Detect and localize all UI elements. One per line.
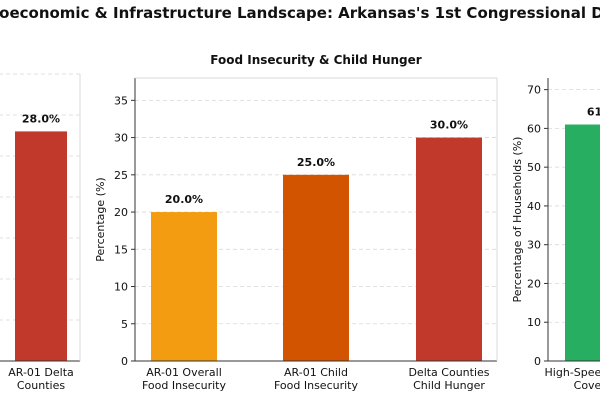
- bar: [283, 174, 349, 361]
- y-tick-label: 10: [114, 281, 128, 294]
- y-tick-label: 25: [114, 169, 128, 182]
- x-category-label: AR-01 Overall: [146, 366, 222, 379]
- x-category-label: High-Speed Internet: [545, 366, 600, 379]
- y-tick-label: 35: [114, 94, 128, 107]
- bar-value-label: 61%: [587, 106, 600, 119]
- x-category-label: Child Hunger: [413, 379, 485, 392]
- y-tick-label: 20: [114, 206, 128, 219]
- x-category-label: Food Insecurity: [274, 379, 358, 392]
- y-tick-label: 30: [114, 132, 128, 145]
- y-tick-label: 40: [527, 200, 541, 213]
- bar-value-label: 20.0%: [165, 193, 203, 206]
- bar: [15, 131, 67, 361]
- bar-value-label: 25.0%: [297, 156, 335, 169]
- x-category-label: Delta Counties: [408, 366, 489, 379]
- chart-title: Food Insecurity & Child Hunger: [210, 53, 422, 67]
- x-category-label: AR-01 Delta: [8, 366, 74, 379]
- bar: [151, 212, 217, 361]
- x-category-label: Counties: [17, 379, 65, 392]
- bar-value-label: 28.0%: [22, 112, 60, 125]
- y-axis-label: Percentage (%): [94, 177, 107, 261]
- figure-title: Socioeconomic & Infrastructure Landscape…: [0, 4, 600, 22]
- y-tick-label: 50: [527, 161, 541, 174]
- y-tick-label: 15: [114, 243, 128, 256]
- y-tick-label: 30: [527, 239, 541, 252]
- x-category-label: Food Insecurity: [142, 379, 226, 392]
- bar: [565, 124, 600, 362]
- x-category-label: Coverage: [574, 379, 600, 392]
- y-tick-label: 10: [527, 316, 541, 329]
- y-tick-label: 70: [527, 84, 541, 97]
- y-tick-label: 0: [121, 355, 128, 368]
- x-category-label: AR-01 Child: [284, 366, 348, 379]
- y-tick-label: 0: [534, 355, 541, 368]
- bar-value-label: 30.0%: [430, 119, 468, 132]
- y-tick-label: 60: [527, 122, 541, 135]
- bar: [416, 137, 482, 361]
- y-tick-label: 20: [527, 277, 541, 290]
- y-axis-label: Percentage of Households (%): [511, 137, 524, 303]
- y-tick-label: 5: [121, 318, 128, 331]
- chart-panel-3: 0 10 20 30 40 50 60 70 61% High-Speed InternetCov…: [511, 78, 600, 392]
